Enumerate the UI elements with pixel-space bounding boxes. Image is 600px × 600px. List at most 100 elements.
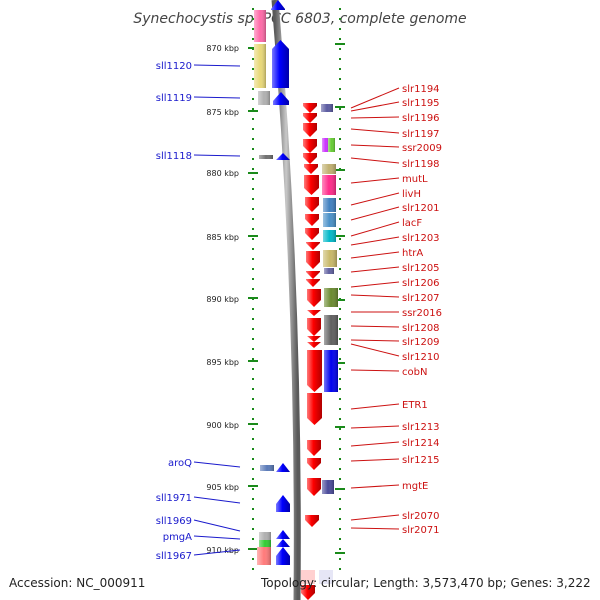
feature-box-shade	[323, 213, 336, 227]
forward-gene-arrow	[307, 440, 321, 456]
feature-box-shade	[323, 250, 337, 267]
forward-gene-arrow	[305, 515, 319, 527]
gene-label-right[interactable]: slr1210	[402, 352, 440, 363]
tick-dot	[339, 498, 341, 500]
feature-box-shade	[328, 138, 335, 152]
tick-dot	[252, 58, 254, 60]
tick-dot	[252, 438, 254, 440]
gene-label-right[interactable]: slr1207	[402, 293, 440, 304]
gene-label-right[interactable]: slr1214	[402, 438, 440, 449]
tick-dot	[339, 118, 341, 120]
leader-line	[193, 549, 241, 556]
tick-dot	[339, 558, 341, 560]
forward-gene-arrow	[307, 458, 321, 470]
tick-dot	[339, 98, 341, 100]
tick-dot	[339, 448, 341, 450]
tick-dot	[252, 68, 254, 70]
gene-label-left[interactable]: aroQ	[168, 458, 192, 469]
gene-label-left[interactable]: pmgA	[163, 532, 192, 543]
gene-label-right[interactable]: livH	[402, 189, 421, 200]
scale-label: 890 kbp	[206, 295, 239, 304]
tick-dot	[339, 108, 341, 110]
tick-dot	[252, 258, 254, 260]
forward-gene-arrow	[307, 478, 321, 496]
gene-label-right[interactable]: slr1208	[402, 323, 440, 334]
leader-line	[350, 206, 400, 221]
reverse-gene-arrow	[272, 40, 289, 88]
gene-label-right[interactable]: lacF	[402, 218, 422, 229]
gene-label-right[interactable]: slr1213	[402, 422, 440, 433]
leader-line	[350, 236, 400, 246]
leader-line	[350, 514, 400, 521]
leader-line	[193, 519, 241, 532]
tick-dot	[252, 98, 254, 100]
tick-dot	[252, 108, 254, 110]
leader-line	[193, 496, 241, 504]
gene-label-right[interactable]: slr1209	[402, 337, 440, 348]
gene-label-left[interactable]: sll1120	[156, 61, 192, 72]
topology-label: Topology: circular; Length: 3,573,470 bp…	[260, 576, 591, 590]
tick-dot	[252, 518, 254, 520]
gene-label-right[interactable]: ETR1	[402, 400, 428, 411]
gene-label-right[interactable]: slr1206	[402, 278, 440, 289]
tick-dot	[252, 158, 254, 160]
forward-gene-arrow	[305, 214, 319, 226]
gene-label-right[interactable]: cobN	[402, 367, 427, 378]
right-feature-boxes	[319, 104, 338, 584]
gene-label-right[interactable]: slr1201	[402, 203, 440, 214]
gene-label-left[interactable]: sll1971	[156, 493, 192, 504]
forward-gene-arrow	[307, 336, 321, 342]
tick-dot	[252, 558, 254, 560]
tick-dot	[252, 178, 254, 180]
gene-label-right[interactable]: htrA	[402, 248, 423, 259]
gene-label-right[interactable]: slr1198	[402, 159, 440, 170]
scale-label: 880 kbp	[206, 169, 239, 178]
gene-label-right[interactable]: slr1197	[402, 129, 440, 140]
gene-label-left[interactable]: sll1967	[156, 551, 192, 562]
forward-gene-arrow	[305, 228, 319, 240]
feature-box	[319, 570, 333, 584]
gene-label-right[interactable]: ssr2009	[402, 143, 442, 154]
gene-label-right[interactable]: mgtE	[402, 481, 428, 492]
feature-box-shade	[321, 104, 333, 112]
gene-label-right[interactable]: slr1205	[402, 263, 440, 274]
tick-dot	[339, 468, 341, 470]
feature-box-shade	[322, 480, 334, 494]
forward-gene-arrow	[306, 271, 320, 279]
tick-dot	[339, 268, 341, 270]
gene-label-right[interactable]: mutL	[402, 174, 428, 185]
tick-dot	[252, 18, 254, 20]
reverse-gene-arrow	[276, 539, 290, 547]
tick-dot	[339, 518, 341, 520]
gene-label-left[interactable]: sll1119	[156, 93, 192, 104]
gene-label-right[interactable]: slr1194	[402, 84, 440, 95]
gene-label-right[interactable]: slr1215	[402, 455, 440, 466]
forward-gene-arrow	[306, 279, 320, 287]
gene-label-left[interactable]: sll1969	[156, 516, 192, 527]
gene-label-right[interactable]: slr2071	[402, 525, 440, 536]
forward-gene-arrow	[307, 350, 322, 392]
tick-dot	[339, 438, 341, 440]
scale-labels: 870 kbp 875 kbp 880 kbp 885 kbp 890 kbp 895 k…	[206, 44, 239, 555]
forward-gene-arrow	[305, 197, 319, 212]
gene-label-right[interactable]: slr1196	[402, 113, 440, 124]
tick-dot	[339, 358, 341, 360]
tick-dot	[252, 88, 254, 90]
gene-label-right[interactable]: slr1203	[402, 233, 440, 244]
reverse-gene-arrow	[276, 530, 290, 539]
tick-dot	[339, 158, 341, 160]
tick-dot	[252, 418, 254, 420]
leader-line	[350, 221, 400, 237]
left-gene-labels: sll1120 sll1119 sll1118 aroQ sll1971 sll1969 p…	[156, 61, 192, 562]
right-strand-genes	[301, 103, 322, 600]
gene-label-left[interactable]: sll1118	[156, 151, 192, 162]
tick-dot	[339, 458, 341, 460]
tick-marks-right	[335, 8, 345, 570]
tick-dot	[252, 328, 254, 330]
gene-label-right[interactable]: slr2070	[402, 511, 440, 522]
gene-label-right[interactable]: slr1195	[402, 98, 440, 109]
tick-dot	[339, 378, 341, 380]
leader-line	[193, 461, 241, 468]
gene-label-right[interactable]: ssr2016	[402, 308, 442, 319]
